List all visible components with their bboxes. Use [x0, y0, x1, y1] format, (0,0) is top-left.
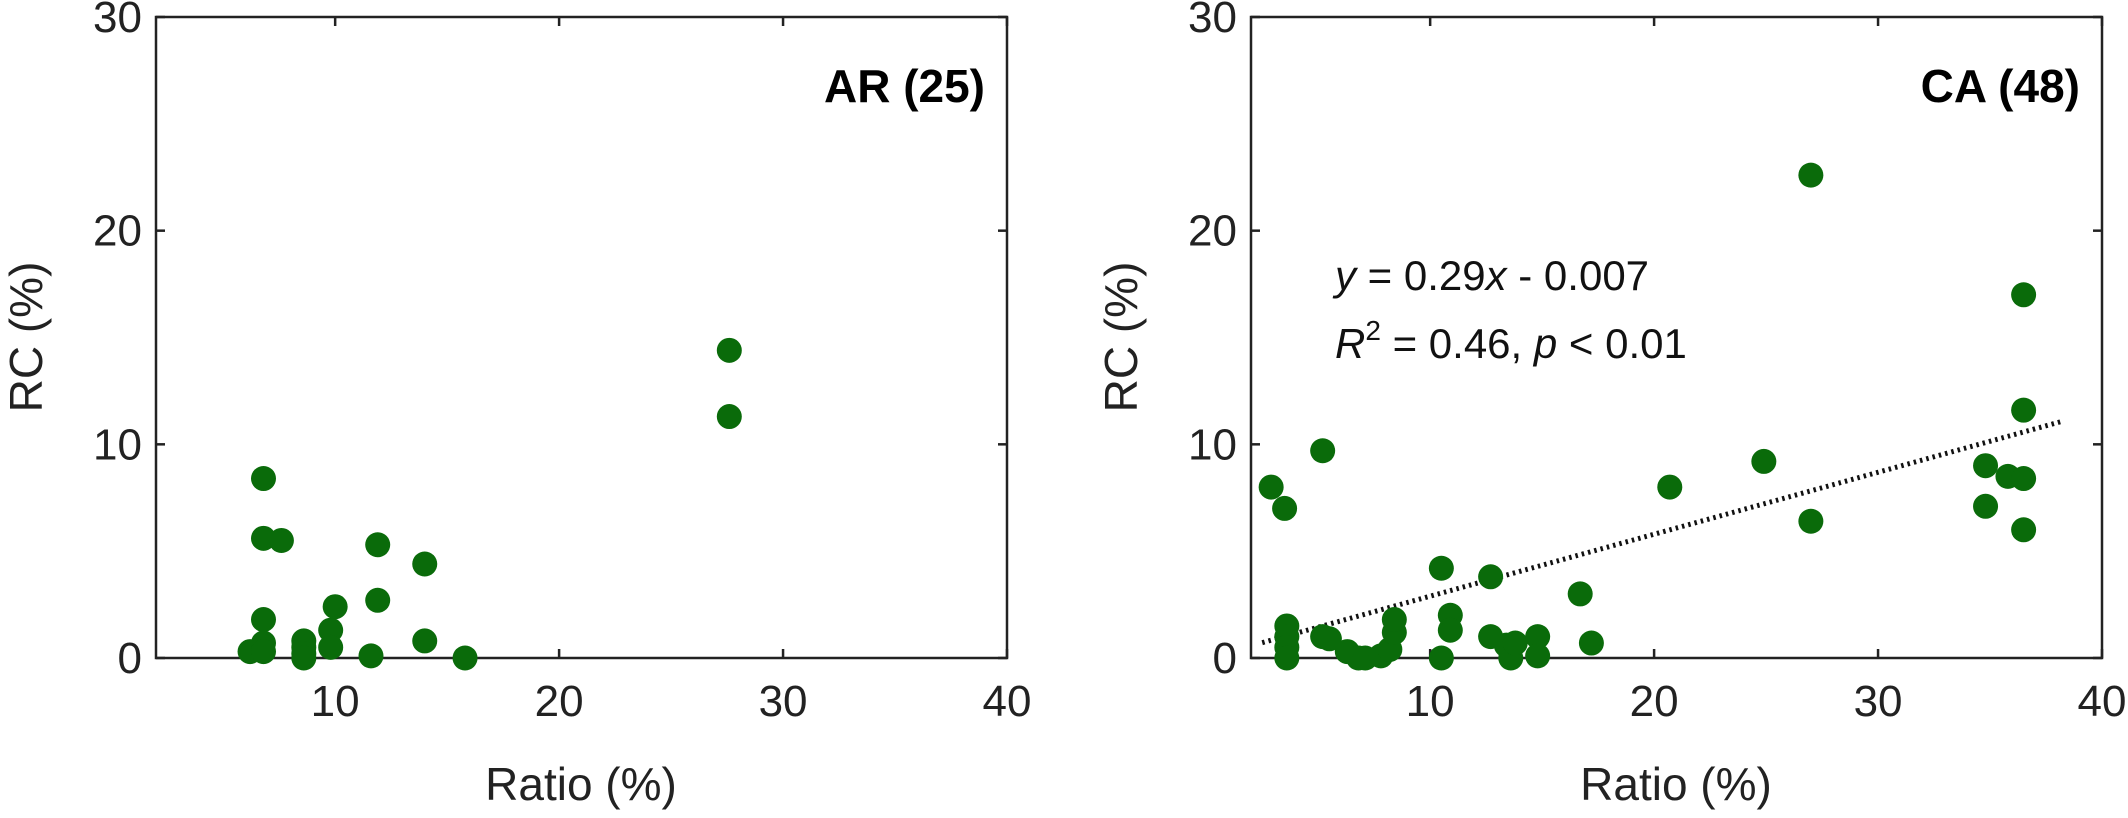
ar-ytick-label-1: 10: [93, 420, 142, 469]
eq-intercept-text: - 0.007: [1507, 252, 1649, 299]
ca-data-point-29: [1657, 474, 1683, 500]
ar-data-point-20: [716, 337, 742, 363]
ca-ytick-label-0: 0: [1213, 634, 1237, 683]
ar-data-point-15: [365, 532, 391, 558]
ca-data-point-27: [1567, 581, 1593, 607]
ar-ytick-label-3: 30: [93, 0, 142, 42]
ca-data-point-6: [1310, 438, 1336, 464]
ca-data-point-0: [1258, 474, 1284, 500]
ca-data-point-26: [1525, 643, 1551, 669]
ca-data-point-16: [1428, 555, 1454, 581]
ar-data-point-17: [412, 551, 438, 577]
ar-xtick-label-2: 30: [759, 677, 808, 726]
ar-data-point-21: [716, 404, 742, 430]
ar-data-point-19: [452, 645, 478, 671]
eq-x-symbol: x: [1484, 252, 1509, 299]
ca-data-point-25: [1525, 624, 1551, 650]
ar-x-axis-label: Ratio (%): [485, 758, 677, 810]
ca-data-point-33: [1973, 453, 1999, 479]
ca-data-point-38: [2011, 397, 2037, 423]
ca-data-point-1: [1272, 495, 1298, 521]
ca-data-point-30: [1751, 448, 1777, 474]
ca-xtick-label-0: 10: [1406, 677, 1455, 726]
ar-y-axis-label: RC (%): [0, 262, 52, 413]
ca-tick-marks: [1251, 15, 2104, 660]
ca-ytick-label-1: 10: [1188, 420, 1237, 469]
ar-ytick-label-0: 0: [118, 634, 142, 683]
stat-p-value: < 0.01: [1557, 320, 1687, 367]
ca-panel-title: CA (48): [1921, 60, 2080, 112]
panel-ca: 10 20 30 40 0 10 20 30 CA (48) y = 0.29x - 0.00…: [1095, 0, 2126, 810]
ar-data-point-6: [268, 527, 294, 553]
ar-data-points: [237, 337, 742, 671]
ar-data-point-13: [322, 594, 348, 620]
ca-ytick-label-3: 30: [1188, 0, 1237, 42]
ca-data-points: [1258, 162, 2037, 671]
ar-data-point-5: [250, 639, 276, 665]
ca-data-point-37: [2011, 517, 2037, 543]
ar-data-point-12: [318, 634, 344, 660]
ca-xtick-label-1: 20: [1630, 677, 1679, 726]
ca-data-point-31: [1798, 508, 1824, 534]
ar-tick-labels: 10 20 30 40 0 10 20 30: [93, 0, 1031, 726]
ca-data-point-19: [1437, 617, 1463, 643]
ca-ytick-label-2: 20: [1188, 207, 1237, 256]
ca-data-point-20: [1478, 564, 1504, 590]
stat-r-superscript: 2: [1365, 315, 1381, 346]
panel-ar: 10 20 30 40 0 10 20 30 AR (25) Ratio (%) RC (%): [0, 0, 1031, 810]
ar-xtick-label-0: 10: [311, 677, 360, 726]
ca-fit-equation: y = 0.29x - 0.007: [1332, 252, 1649, 299]
ca-xtick-label-2: 30: [1854, 677, 1903, 726]
ar-panel-title: AR (25): [824, 60, 985, 112]
ar-data-point-11: [318, 617, 344, 643]
ar-xtick-label-3: 40: [983, 677, 1032, 726]
ca-data-point-24: [1502, 630, 1528, 656]
ca-x-axis-label: Ratio (%): [1580, 758, 1772, 810]
ca-data-point-17: [1428, 645, 1454, 671]
ca-data-point-28: [1578, 630, 1604, 656]
ca-data-point-15: [1381, 607, 1407, 633]
stat-r2-value: = 0.46,: [1381, 320, 1534, 367]
ca-data-point-8: [1316, 626, 1342, 652]
ca-plot-frame: [1249, 15, 2104, 660]
ca-data-point-34: [1973, 493, 1999, 519]
ca-data-point-39: [2011, 282, 2037, 308]
ar-plot-frame: [154, 15, 1009, 660]
ca-data-point-32: [1798, 162, 1824, 188]
ar-tick-marks: [156, 15, 1009, 660]
ar-data-point-10: [291, 645, 317, 671]
ca-fit-stats: R2 = 0.46, p < 0.01: [1335, 315, 1687, 367]
ca-data-point-5: [1274, 645, 1300, 671]
ca-tick-labels: 10 20 30 40 0 10 20 30: [1188, 0, 2126, 726]
ar-data-point-18: [412, 628, 438, 654]
ar-data-point-3: [250, 607, 276, 633]
ar-ytick-label-2: 20: [93, 207, 142, 256]
ar-data-point-1: [250, 466, 276, 492]
stat-r-symbol: R: [1335, 320, 1365, 367]
ar-data-point-16: [365, 587, 391, 613]
eq-slope-text: = 0.29: [1356, 252, 1486, 299]
ca-data-point-36: [2011, 466, 2037, 492]
stat-p-symbol: p: [1532, 320, 1557, 367]
ca-xtick-label-3: 40: [2078, 677, 2127, 726]
ar-xtick-label-1: 20: [535, 677, 584, 726]
eq-y-symbol: y: [1332, 252, 1359, 299]
ca-regression-line: [1261, 419, 2063, 646]
ar-data-point-14: [358, 643, 384, 669]
ca-y-axis-label: RC (%): [1095, 262, 1147, 413]
